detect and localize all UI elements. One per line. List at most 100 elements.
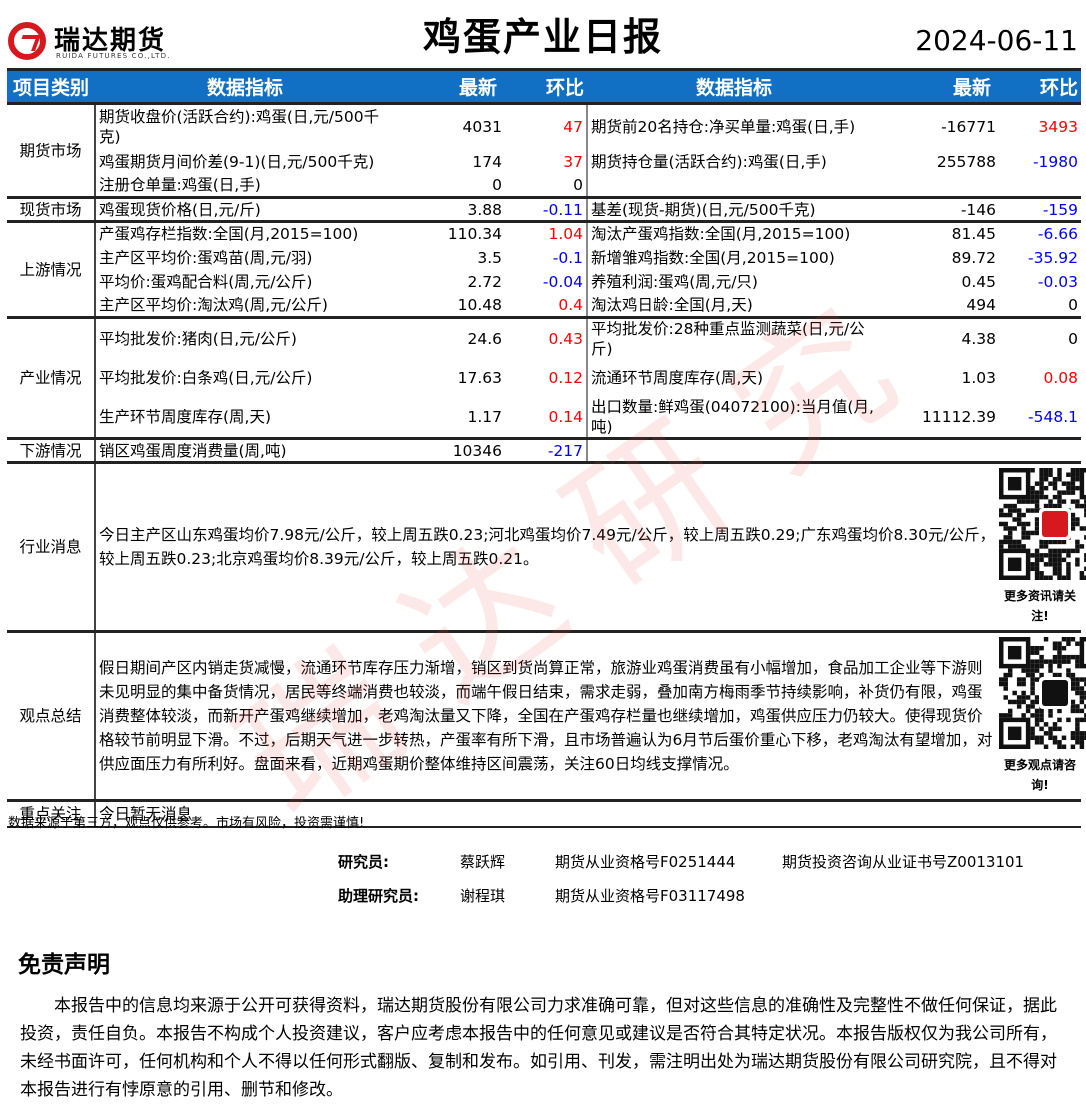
logo-mark-icon: [8, 22, 46, 60]
change-value: 0: [1068, 295, 1078, 314]
latest-value: 494: [966, 295, 996, 314]
latest-value: 255788: [936, 152, 996, 171]
indicator-name: 鸡蛋期货月间价差(9-1)(日,元/500千克): [99, 152, 375, 171]
change-value: 0.4: [558, 295, 583, 314]
change-value: 1.04: [505, 220, 587, 246]
indicator-name: 期货前20名持仓:净买单量:鸡蛋(日,手): [586, 102, 881, 150]
indicator-name: 平均批发价:28种重点监测蔬菜(日,元/公斤): [586, 316, 881, 359]
header-indicator: 数据指标: [95, 68, 395, 104]
table-header: 项目类别 数据指标 最新 环比 数据指标 最新 环比: [7, 68, 1081, 104]
table-row: 期货市场 期货收盘价(活跃合约):鸡蛋(日,元/500千克) 4031 47 期货前20…: [7, 102, 1081, 198]
qr-code-icon: [999, 468, 1086, 580]
change-value: [999, 174, 1081, 198]
indicator-name: 平均批发价:白条鸡(日,元/公斤): [99, 369, 313, 387]
table-row: 平均批发价:白条鸡(日,元/公斤) 17.63 0.12 流通环节周度库存(周,天) 1…: [7, 359, 1081, 397]
header-change-2: 环比: [999, 68, 1081, 104]
indicator-name: 期货收盘价(活跃合约):鸡蛋(日,元/500千克): [95, 102, 395, 150]
change-value: -0.11: [505, 196, 587, 222]
indicator-name: 产蛋鸡存栏指数:全国(月,2015=100): [95, 220, 395, 246]
disclaimer-title: 免责声明: [18, 952, 110, 978]
header-indicator-2: 数据指标: [587, 68, 881, 104]
latest-value: 3.5: [477, 248, 502, 267]
researcher-name: 蔡跃辉: [460, 853, 506, 871]
view-text: 假日期间产区内销走货减慢，流通环节库存压力渐增，销区到货尚算正常，旅游业鸡蛋消费…: [95, 630, 999, 801]
latest-value: 10346: [395, 437, 505, 463]
latest-value: 0.45: [961, 272, 996, 291]
change-value: 0: [573, 175, 583, 194]
indicator-name: 淘汰产蛋鸡指数:全国(月,2015=100): [586, 220, 881, 246]
qr-code-icon: [999, 637, 1086, 749]
latest-value: 0: [492, 175, 502, 194]
indicator-name: 平均批发价:猪肉(日,元/公斤): [95, 316, 395, 359]
disclaimer-text: 本报告中的信息均来源于公开可获得资料，瑞达期货股份有限公司力求准确可靠，但对这些…: [20, 996, 1057, 1100]
focus-text: 今日暂无消息: [95, 799, 1081, 828]
indicator-name: 流通环节周度库存(周,天): [586, 359, 881, 397]
latest-value: 1.17: [467, 408, 502, 426]
change-value: 0.43: [505, 316, 587, 359]
indicator-name: 期货持仓量(活跃合约):鸡蛋(日,手): [586, 149, 881, 174]
assistant-label: 助理研究员:: [338, 887, 419, 905]
indicator-name: 新增雏鸡指数:全国(月,2015=100): [586, 245, 881, 270]
change-value: 3493: [999, 102, 1081, 150]
change-value: -0.03: [1037, 272, 1078, 291]
change-value: -6.66: [999, 220, 1081, 246]
researcher-advisory-cert: 期货投资咨询从业证书号Z0013101: [782, 853, 1025, 871]
indicator-name: [586, 437, 881, 463]
change-value: 0: [999, 316, 1081, 359]
indicator-name: 主产区平均价:蛋鸡苗(周,元/羽): [99, 248, 313, 267]
qr-caption: 更多资讯请关注!: [1003, 589, 1076, 623]
latest-value: 4031: [395, 102, 505, 150]
company-logo: 瑞达期货 RUIDA FUTURES CO.,LTD.: [8, 20, 178, 64]
latest-value: 11112.39: [922, 408, 996, 426]
header-change: 环比: [505, 68, 587, 104]
category-cell: 产业情况: [7, 316, 96, 439]
change-value: -159: [999, 196, 1081, 222]
latest-value: 174: [472, 152, 502, 171]
latest-value: 17.63: [457, 369, 502, 387]
indicator-name: [586, 173, 881, 198]
focus-row: 重点关注 今日暂无消息: [7, 799, 1081, 828]
table-row: 产业情况 平均批发价:猪肉(日,元/公斤) 24.6 0.43 平均批发价:28种重点监…: [7, 316, 1081, 439]
latest-value: [881, 174, 999, 198]
latest-value: 4.38: [881, 316, 999, 359]
change-value: -548.1: [1028, 408, 1078, 426]
indicator-name: 淘汰鸡日龄:全国(月,天): [586, 293, 881, 318]
change-value: 0.14: [548, 408, 583, 426]
table-row: 主产区平均价:蛋鸡苗(周,元/羽) 3.5 -0.1 新增雏鸡指数:全国(月,2015…: [7, 245, 1081, 270]
indicator-name: 鸡蛋现货价格(日,元/斤): [95, 196, 395, 222]
change-value: -1980: [1032, 152, 1078, 171]
logo-text: 瑞达期货: [54, 26, 167, 56]
category-cell: 行业消息: [7, 461, 96, 632]
indicator-name: 注册仓单量:鸡蛋(日,手): [99, 175, 261, 194]
header-latest: 最新: [395, 68, 505, 104]
news-row: 行业消息 今日主产区山东鸡蛋均价7.98元/公斤，较上周五跌0.23;河北鸡蛋均价…: [7, 461, 1086, 632]
table-row: 上游情况 产蛋鸡存栏指数:全国(月,2015=100) 110.34 1.04 淘汰产蛋…: [7, 220, 1081, 318]
change-value: -0.1: [552, 248, 583, 267]
indicator-name: 平均价:蛋鸡配合料(周,元/公斤): [99, 272, 313, 291]
latest-value: [881, 437, 999, 463]
change-value: -217: [505, 437, 587, 463]
latest-value: -146: [881, 196, 999, 222]
latest-value: 89.72: [951, 248, 996, 267]
assistant-cert: 期货从业资格号F03117498: [555, 887, 745, 905]
table-row: 下游情况 销区鸡蛋周度消费量(周,吨) 10346 -217: [7, 437, 1081, 463]
qr-block: 更多观点请咨询!: [999, 630, 1086, 801]
latest-value: -16771: [881, 102, 999, 150]
indicator-name: 养殖利润:蛋鸡(周,元/只): [586, 269, 881, 294]
table-row: 平均价:蛋鸡配合料(周,元/公斤) 2.72 -0.04 养殖利润:蛋鸡(周,元/只)…: [7, 269, 1081, 294]
logo-subtext: RUIDA FUTURES CO.,LTD.: [56, 52, 171, 60]
indicator-name: 出口数量:鲜鸡蛋(04072100):当月值(月,吨): [586, 397, 881, 439]
latest-value: 2.72: [467, 272, 502, 291]
qr-block: 更多资讯请关注!: [999, 461, 1086, 632]
header-latest-2: 最新: [881, 68, 999, 104]
report-title: 鸡蛋产业日报: [422, 15, 663, 59]
table-row: 主产区平均价:淘汰鸡(周,元/公斤) 10.48 0.4 淘汰鸡日龄:全国(月,天) 4…: [7, 293, 1081, 318]
latest-value: 1.03: [961, 369, 996, 387]
change-value: -0.04: [542, 272, 583, 291]
news-text: 今日主产区山东鸡蛋均价7.98元/公斤，较上周五跌0.23;河北鸡蛋均价7.49…: [95, 461, 999, 632]
report-date: 2024-06-11: [915, 24, 1078, 57]
researcher-label: 研究员:: [338, 853, 389, 871]
indicator-name: 基差(现货-期货)(日,元/500千克): [586, 196, 881, 222]
table-row: 生产环节周度库存(周,天) 1.17 0.14 出口数量:鲜鸡蛋(04072100):…: [7, 397, 1081, 439]
category-cell: 上游情况: [7, 220, 96, 318]
